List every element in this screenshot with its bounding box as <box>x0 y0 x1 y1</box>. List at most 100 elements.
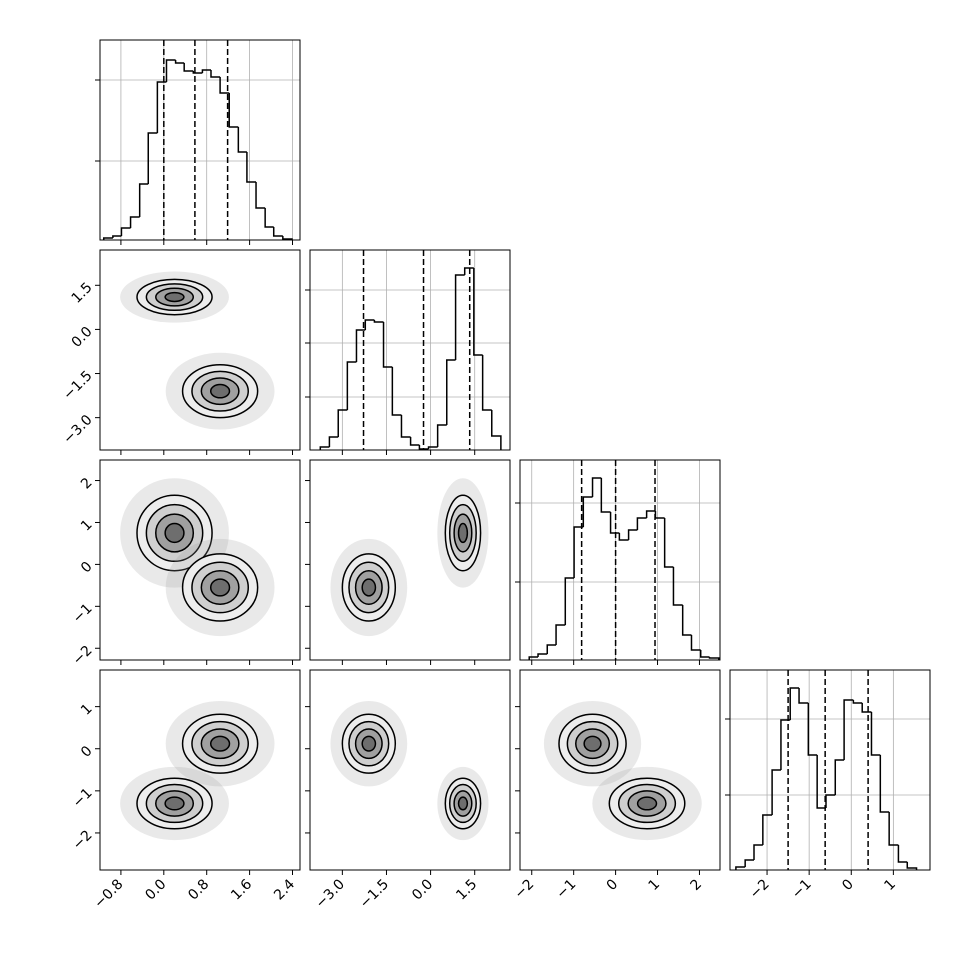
histogram-bin <box>491 410 502 450</box>
panel-plot <box>310 250 510 450</box>
panel-frame <box>309 249 511 451</box>
x-tick-label: −1 <box>553 876 579 902</box>
panel-frame <box>99 669 301 871</box>
y-tick-label: −1 <box>70 785 96 811</box>
histogram-bin <box>210 70 221 78</box>
histogram-bin <box>373 320 384 323</box>
x-tick-label: −1.5 <box>357 876 392 911</box>
histogram-bin <box>138 183 149 217</box>
panel-frame <box>99 459 301 661</box>
histogram-bin <box>328 436 339 447</box>
histogram-bin <box>129 216 140 228</box>
histogram-bin <box>744 859 754 867</box>
y-tick-label: −1.5 <box>60 368 95 403</box>
histogram-bin <box>789 687 800 720</box>
histogram-bin <box>555 624 566 645</box>
histogram-bin <box>454 274 465 360</box>
panel <box>305 249 511 455</box>
histogram-bin <box>636 517 647 530</box>
x-tick-label: 1.6 <box>228 876 255 903</box>
histogram-bin <box>183 63 194 72</box>
x-tick-label: 2.4 <box>271 876 298 903</box>
y-tick-label: 0.0 <box>69 324 96 351</box>
panel: −2 −1 0 1 2 <box>70 459 301 669</box>
histogram-bin <box>627 529 638 540</box>
panel: −0.8 0.0 0.8 1.6 2.4 −2 −1 0 1 <box>70 669 301 912</box>
panel-frame <box>519 459 721 661</box>
histogram-bin <box>246 152 257 183</box>
x-tick-label: −0.8 <box>91 876 126 911</box>
panel-frame <box>309 669 511 871</box>
histogram-bin <box>879 755 890 813</box>
panel-plot <box>330 700 489 841</box>
panel <box>305 459 511 665</box>
y-tick-label: −2 <box>70 643 96 669</box>
histogram-bin <box>156 81 167 133</box>
histogram-bin <box>573 526 584 578</box>
histogram-bin <box>103 237 113 240</box>
histogram-bin <box>591 477 602 497</box>
density-contour <box>164 291 185 303</box>
histogram-bin <box>834 759 845 795</box>
histogram-bin <box>906 862 918 870</box>
histogram-bin <box>753 844 763 860</box>
panel-plot <box>330 478 489 637</box>
y-tick-label: −1 <box>70 601 96 627</box>
histogram-bin <box>825 794 836 808</box>
histogram-bin <box>618 533 629 541</box>
y-tick-label: 2 <box>78 475 96 493</box>
histogram-bin <box>463 267 474 275</box>
histogram-bin <box>418 445 429 450</box>
panel-plot <box>120 478 275 637</box>
x-tick-label: 1.5 <box>453 876 480 903</box>
density-contour <box>361 735 377 752</box>
histogram-bin <box>843 699 854 760</box>
density-contour <box>636 796 658 811</box>
histogram-bin <box>446 359 456 425</box>
panel: −3.0 −1.5 0.0 1.5 <box>60 249 301 455</box>
x-tick-label: 1 <box>646 876 664 894</box>
histogram-bin <box>436 424 447 447</box>
histogram-bin <box>192 71 203 74</box>
density-contour <box>457 522 469 544</box>
y-tick-label: 1.5 <box>69 280 96 307</box>
panel-plot <box>520 460 720 660</box>
histogram-bin <box>564 577 575 625</box>
histogram-bin <box>798 688 809 704</box>
histogram-bin <box>690 635 701 651</box>
histogram-bin <box>546 644 557 654</box>
histogram-bin <box>473 268 483 356</box>
histogram-bin <box>165 59 176 82</box>
x-tick-label: 0.8 <box>185 876 212 903</box>
x-tick-label: 0.0 <box>142 876 169 903</box>
density-contour <box>209 735 231 752</box>
histogram-bin <box>735 866 746 870</box>
histogram-bin <box>771 769 781 815</box>
histogram-bin <box>481 355 492 411</box>
density-contour <box>361 578 377 597</box>
histogram-bin <box>364 319 375 330</box>
histogram-bin <box>282 236 293 240</box>
histogram-bin <box>861 703 872 713</box>
x-tick-label: 0.0 <box>409 876 436 903</box>
histogram-bin <box>663 518 674 568</box>
histogram-bin <box>219 77 230 94</box>
histogram-bin <box>816 755 826 809</box>
histogram-bin <box>897 845 908 863</box>
y-tick-label: 1 <box>78 701 96 719</box>
histogram-bin <box>400 415 411 438</box>
density-contour <box>164 522 185 544</box>
histogram-bin <box>391 367 402 416</box>
x-tick-label: −2 <box>511 876 537 902</box>
y-tick-label: 0 <box>78 743 96 761</box>
histogram-bin <box>807 703 818 756</box>
histogram-bin <box>708 657 720 660</box>
histogram-bin <box>409 437 420 446</box>
panel-plot <box>730 670 930 870</box>
histogram-bin <box>582 496 593 527</box>
x-tick-label: 1 <box>881 876 899 894</box>
panel-plot <box>543 700 702 841</box>
panel: −2 −1 0 1 <box>725 669 931 902</box>
